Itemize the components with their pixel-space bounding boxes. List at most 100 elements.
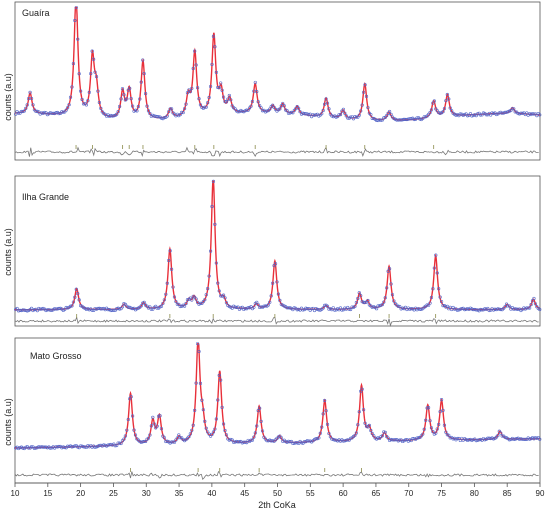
observed-point (386, 436, 390, 440)
observed-point (376, 304, 380, 308)
observed-point (258, 305, 262, 310)
observed-point (465, 438, 470, 442)
observed-point (214, 70, 218, 74)
observed-point (21, 109, 25, 114)
observed-point (497, 307, 501, 311)
observed-point (169, 107, 174, 111)
observed-point (379, 118, 383, 123)
observed-point (22, 109, 26, 113)
observed-point (408, 307, 412, 311)
observed-point (484, 113, 488, 117)
observed-point (259, 305, 263, 309)
observed-point (338, 306, 343, 310)
observed-point (148, 111, 152, 116)
observed-point (221, 293, 226, 297)
observed-point (513, 307, 517, 311)
observed-point (422, 427, 426, 431)
observed-point (431, 101, 435, 105)
observed-point (360, 103, 364, 107)
observed-point (360, 387, 364, 391)
observed-point (325, 422, 330, 426)
observed-point (438, 410, 442, 414)
observed-point (304, 112, 308, 116)
observed-point (321, 412, 325, 416)
observed-point (217, 86, 221, 90)
observed-point (190, 86, 194, 91)
observed-point (204, 293, 208, 297)
observed-point (458, 438, 462, 443)
observed-point (314, 113, 318, 117)
observed-point (51, 111, 55, 116)
observed-points (14, 179, 542, 313)
observed-point (197, 97, 201, 101)
observed-point (223, 428, 227, 433)
observed-point (294, 441, 298, 445)
observed-point (369, 428, 373, 433)
observed-point (265, 109, 269, 113)
observed-point (80, 97, 84, 102)
observed-point (499, 431, 503, 435)
observed-point (217, 373, 221, 377)
observed-point (131, 306, 135, 311)
observed-point (242, 440, 246, 444)
observed-point (71, 61, 76, 66)
observed-point (171, 440, 175, 444)
observed-point (74, 5, 78, 10)
observed-point (96, 306, 100, 311)
observed-point (216, 281, 220, 285)
observed-point (195, 86, 200, 90)
observed-point (325, 304, 330, 308)
observed-point (346, 438, 350, 442)
observed-point (405, 117, 409, 122)
observed-point (496, 307, 500, 311)
observed-point (73, 444, 77, 448)
observed-point (278, 298, 282, 302)
observed-point (349, 436, 353, 440)
observed-point (86, 99, 90, 103)
observed-point (200, 398, 204, 402)
observed-point (398, 304, 402, 309)
observed-point (418, 117, 422, 121)
observed-point (240, 109, 244, 113)
observed-point (504, 110, 509, 114)
observed-point (273, 262, 278, 266)
observed-point (109, 113, 113, 118)
observed-point (118, 307, 122, 311)
observed-point (448, 436, 452, 440)
observed-point (162, 436, 166, 440)
observed-point (71, 444, 76, 449)
difference-curve (14, 470, 539, 480)
observed-point (190, 428, 194, 432)
observed-point (28, 90, 32, 95)
observed-point (318, 431, 322, 435)
observed-point (470, 307, 474, 311)
observed-point (268, 300, 272, 304)
observed-point (390, 293, 395, 297)
observed-point (252, 305, 256, 309)
observed-point (57, 444, 61, 449)
observed-point (195, 342, 200, 346)
observed-point (164, 439, 168, 444)
observed-point (510, 107, 514, 111)
observed-point (426, 303, 431, 307)
observed-point (305, 307, 309, 311)
observed-point (159, 304, 164, 308)
observed-point (94, 75, 99, 79)
observed-point (435, 427, 439, 431)
observed-point (79, 89, 83, 93)
observed-point (500, 111, 504, 115)
observed-point (321, 306, 325, 310)
observed-point (387, 267, 392, 271)
observed-point (301, 308, 305, 312)
observed-point (349, 115, 353, 119)
observed-point (67, 103, 71, 107)
observed-point (236, 305, 240, 309)
observed-point (442, 106, 447, 111)
observed-point (165, 281, 169, 285)
observed-point (122, 437, 126, 441)
observed-point (470, 114, 474, 118)
observed-point (102, 443, 106, 447)
observed-point (149, 307, 153, 311)
observed-point (372, 434, 376, 438)
observed-point (503, 110, 507, 114)
